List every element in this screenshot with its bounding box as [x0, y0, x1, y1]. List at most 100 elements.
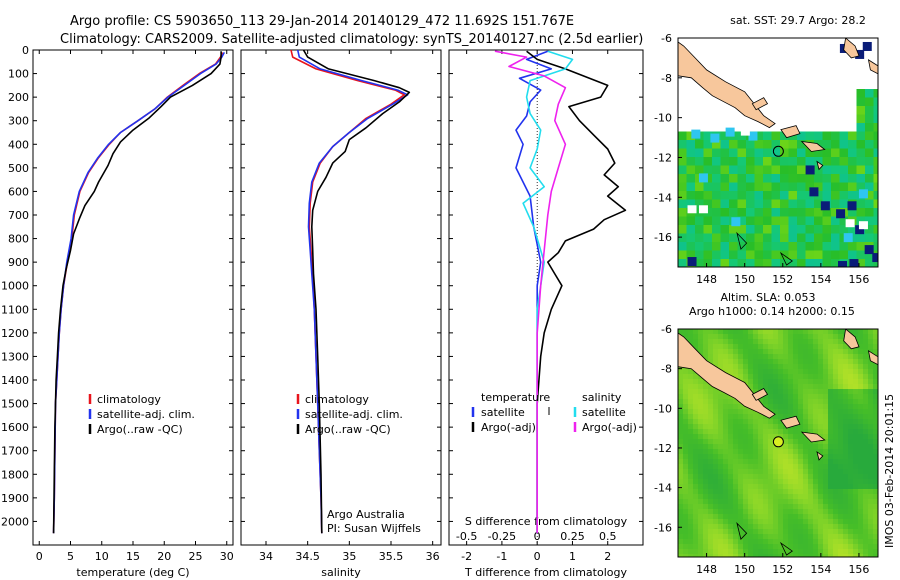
map_sla-cell [803, 544, 809, 550]
map_sla-cell [698, 554, 704, 557]
map_sst-cell [797, 225, 806, 234]
map_sla-cell [868, 379, 874, 385]
map_sla-cell [738, 554, 744, 557]
map_sla-cell [748, 524, 754, 530]
map_sla-cell [838, 454, 844, 460]
map_sla-cell [793, 459, 799, 465]
map_sst-cell [831, 131, 840, 141]
map_sla-cell [713, 484, 719, 490]
map_sla-cell [863, 339, 869, 345]
map_sla-cell [873, 339, 878, 345]
map_sla-cell [843, 364, 849, 370]
difference-series-temperature-satellite [515, 50, 553, 534]
map_sla-cell [828, 469, 834, 475]
map_sla-cell [813, 449, 819, 455]
map_sla-cell [868, 404, 874, 410]
map_sst-cell [729, 259, 738, 267]
map_sla-cell [758, 444, 764, 450]
map_sla-cell [828, 329, 834, 335]
map_sst-cell [856, 106, 866, 115]
map_sst-cell [839, 148, 849, 158]
map_sla-cell [753, 384, 759, 390]
map_sla-cell [748, 474, 754, 480]
map_sla-cell [708, 494, 714, 500]
map_sst-cell [771, 242, 781, 251]
map_sla-cell [813, 399, 819, 405]
temperature-xtick-label: 15 [126, 550, 140, 563]
map_sla-cell [863, 334, 869, 340]
map_sla-cell [828, 509, 834, 515]
map_sla-cell [803, 399, 809, 405]
map_sla-cell [748, 349, 754, 355]
map_sla-cell [803, 549, 809, 555]
map_sst-cell [822, 157, 832, 166]
map_sla-cell [683, 464, 689, 470]
map_sla-cell [723, 334, 729, 340]
map_sla-cell [723, 359, 729, 365]
map_sst-cell [729, 148, 738, 158]
map_sla-cell [683, 384, 689, 390]
map_sst-cell [686, 182, 696, 192]
map_sla-cell [748, 454, 754, 460]
map_sla-cell [793, 514, 799, 520]
map_sla-cell [873, 369, 878, 375]
map_sla-cell [823, 414, 829, 420]
map_sla-cell [723, 464, 729, 470]
map_sla-cell [803, 329, 809, 335]
map_sla-cell [753, 354, 759, 360]
map_sla-cell [818, 374, 824, 380]
map_sla-cell [758, 454, 764, 460]
map_sla-cell [843, 374, 849, 380]
map_sst-cell [712, 233, 721, 243]
map_sla-cell [758, 479, 764, 485]
map_sla-cell [778, 544, 784, 550]
map_sst-cell [754, 233, 764, 243]
map_sla-cell [833, 489, 839, 495]
map_sla-cell [863, 374, 869, 380]
map_sst-cell [856, 157, 866, 166]
salinity-series-argo-raw-qc- [302, 49, 411, 534]
salinity-series-climatology [290, 49, 406, 534]
map_sst-cell [763, 242, 772, 251]
map_sla-cell [868, 479, 874, 485]
map_sla-cell [763, 474, 769, 480]
map_sla-cell [688, 374, 694, 380]
map_sla-cell [748, 509, 754, 515]
map_sst-cell [703, 233, 713, 243]
map_sst-cell [703, 174, 713, 183]
map_sst-cell [746, 182, 755, 192]
map_sla-cell [873, 399, 878, 405]
map_sla-cell [778, 494, 784, 500]
map_sla-cell [793, 529, 799, 535]
map_sst-cell [720, 225, 730, 234]
map_sla-cell [783, 484, 789, 490]
map_sla-cell [818, 384, 824, 390]
map_sla-cell [703, 479, 709, 485]
map_sla-cell [833, 494, 839, 500]
map_sla-cell [763, 524, 769, 530]
map_sla-cell [788, 494, 794, 500]
map_sla-cell [723, 364, 729, 370]
map_sst-cell [703, 242, 713, 251]
map_sla-cell [838, 419, 844, 425]
map_sla-cell [768, 469, 774, 475]
map_sla-cell [798, 499, 804, 505]
map_sla-cell [833, 394, 839, 400]
map_sla-cell [758, 489, 764, 495]
map_sla-cell [773, 414, 779, 420]
map_sst-cell [729, 242, 738, 251]
map_sla-cell [833, 479, 839, 485]
map_sla-cell [683, 389, 689, 395]
map_sla-cell [693, 474, 699, 480]
map_sla-cell [733, 414, 739, 420]
map_sla-cell [763, 339, 769, 345]
map_sla-cell [798, 334, 804, 340]
map_sst-cell [763, 208, 772, 217]
map_sla-cell [733, 419, 739, 425]
map_sla-cell [823, 339, 829, 345]
map_sla-cell [813, 464, 819, 470]
map_sla-cell [778, 394, 784, 400]
map_sla-cell [833, 464, 839, 470]
map_sla-cell [688, 539, 694, 545]
map_sla-cell [808, 459, 814, 465]
